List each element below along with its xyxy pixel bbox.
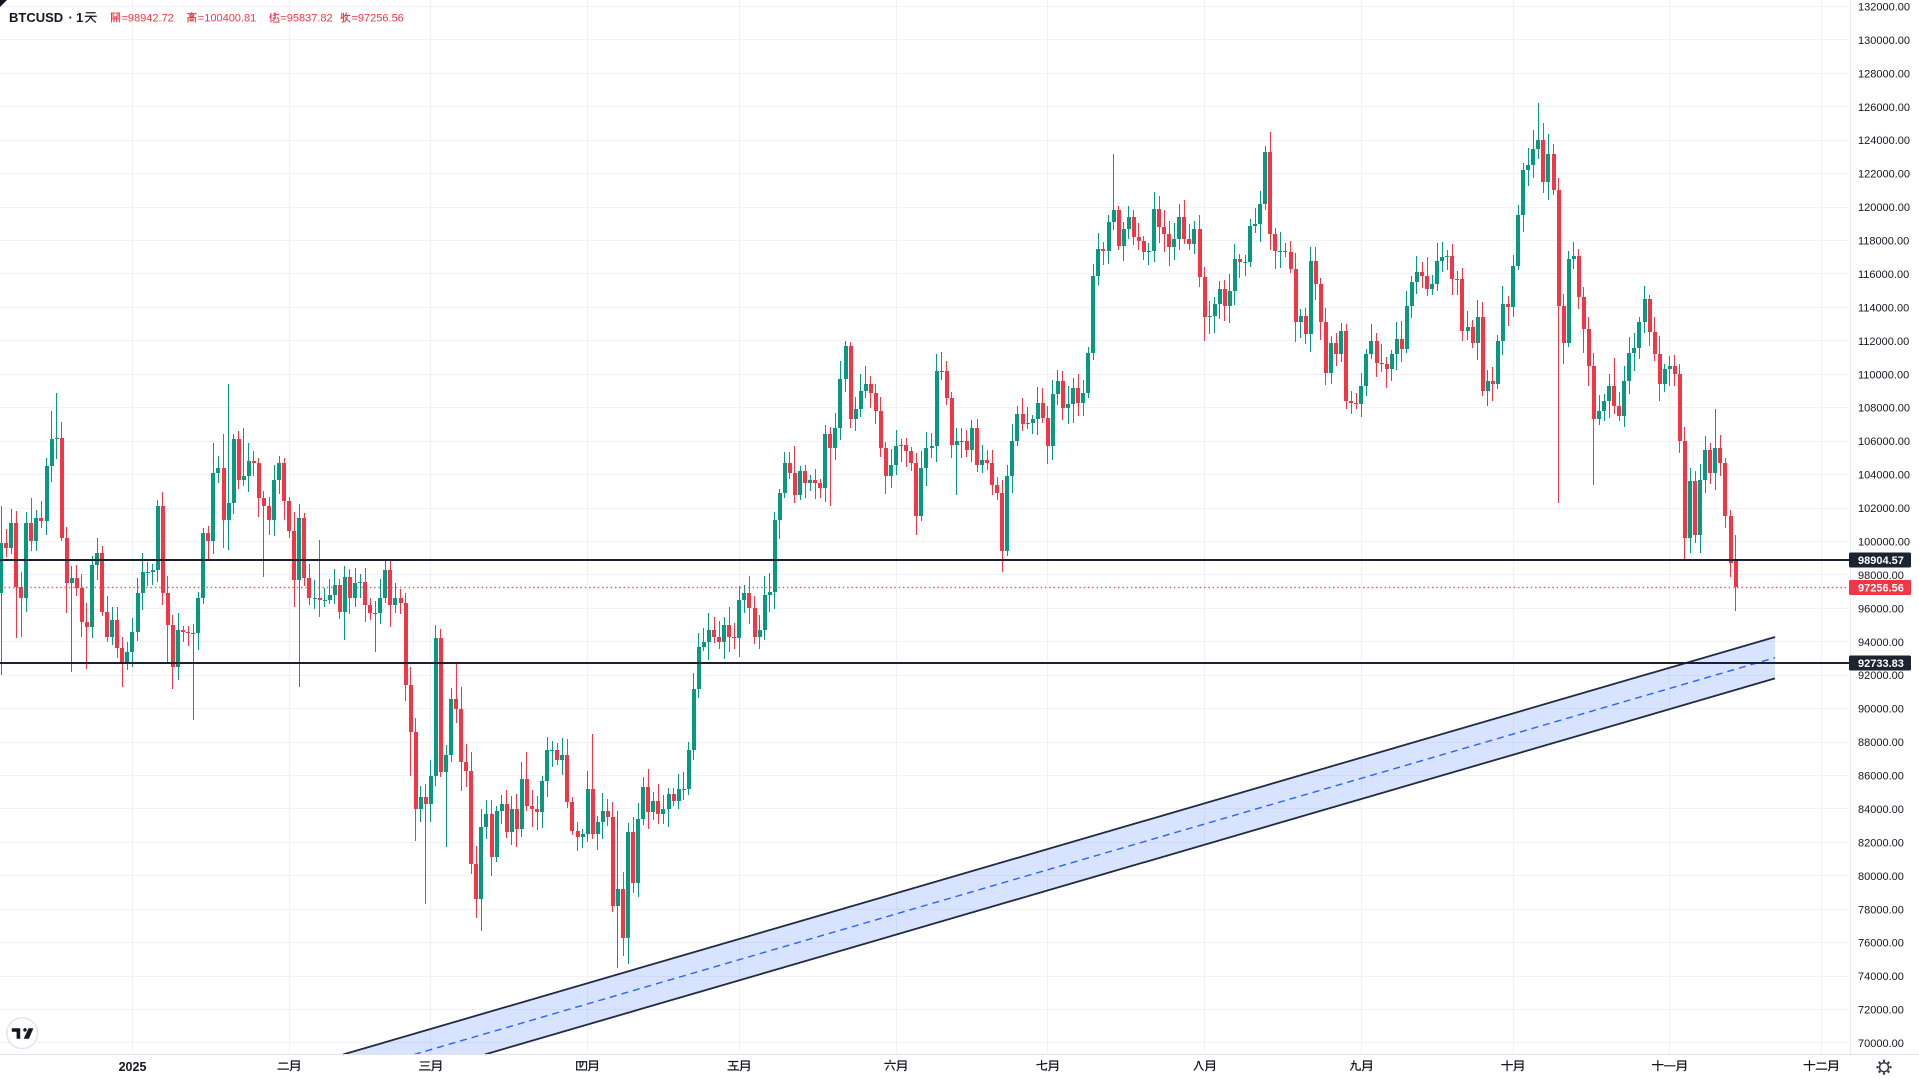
svg-text:132000.00: 132000.00: [1858, 2, 1910, 14]
svg-text:128000.00: 128000.00: [1858, 68, 1910, 80]
svg-text:78000.00: 78000.00: [1858, 904, 1904, 916]
svg-text:120000.00: 120000.00: [1858, 202, 1910, 214]
svg-text:=95837.82: =95837.82: [280, 13, 332, 25]
svg-text:114000.00: 114000.00: [1858, 302, 1909, 314]
svg-text:122000.00: 122000.00: [1858, 169, 1910, 181]
svg-text:130000.00: 130000.00: [1858, 35, 1910, 47]
svg-text:1: 1: [76, 10, 83, 25]
svg-text:=97256.56: =97256.56: [352, 13, 404, 25]
svg-text:98904.57: 98904.57: [1858, 555, 1904, 567]
svg-text:=98942.72: =98942.72: [122, 13, 174, 25]
svg-text:92733.83: 92733.83: [1858, 658, 1904, 670]
svg-text:96000.00: 96000.00: [1858, 603, 1904, 615]
svg-text:98000.00: 98000.00: [1858, 570, 1904, 582]
svg-text:88000.00: 88000.00: [1858, 737, 1904, 749]
svg-text:86000.00: 86000.00: [1858, 771, 1904, 783]
svg-text:110000.00: 110000.00: [1858, 369, 1909, 381]
svg-text:118000.00: 118000.00: [1858, 236, 1909, 248]
svg-text:70000.00: 70000.00: [1858, 1038, 1904, 1050]
svg-text:82000.00: 82000.00: [1858, 837, 1904, 849]
svg-text:BTCUSD: BTCUSD: [9, 10, 63, 25]
svg-text:74000.00: 74000.00: [1858, 971, 1904, 983]
svg-text:90000.00: 90000.00: [1858, 704, 1904, 716]
svg-text:84000.00: 84000.00: [1858, 804, 1904, 816]
svg-text:92000.00: 92000.00: [1858, 670, 1904, 682]
svg-text:=100400.81: =100400.81: [198, 13, 256, 25]
svg-text:97256.56: 97256.56: [1858, 583, 1904, 595]
svg-text:80000.00: 80000.00: [1858, 871, 1904, 883]
svg-text:124000.00: 124000.00: [1858, 135, 1910, 147]
svg-text:100000.00: 100000.00: [1858, 537, 1910, 549]
svg-text:102000.00: 102000.00: [1858, 503, 1910, 515]
svg-text:112000.00: 112000.00: [1858, 336, 1909, 348]
svg-text:·: ·: [69, 10, 73, 25]
svg-text:126000.00: 126000.00: [1858, 102, 1910, 114]
svg-text:116000.00: 116000.00: [1858, 269, 1909, 281]
svg-text:94000.00: 94000.00: [1858, 637, 1904, 649]
svg-text:106000.00: 106000.00: [1858, 436, 1910, 448]
svg-text:108000.00: 108000.00: [1858, 403, 1910, 415]
svg-text:76000.00: 76000.00: [1858, 938, 1904, 950]
svg-text:104000.00: 104000.00: [1858, 470, 1910, 482]
svg-text:72000.00: 72000.00: [1858, 1005, 1904, 1017]
svg-text:2025: 2025: [119, 1060, 147, 1074]
